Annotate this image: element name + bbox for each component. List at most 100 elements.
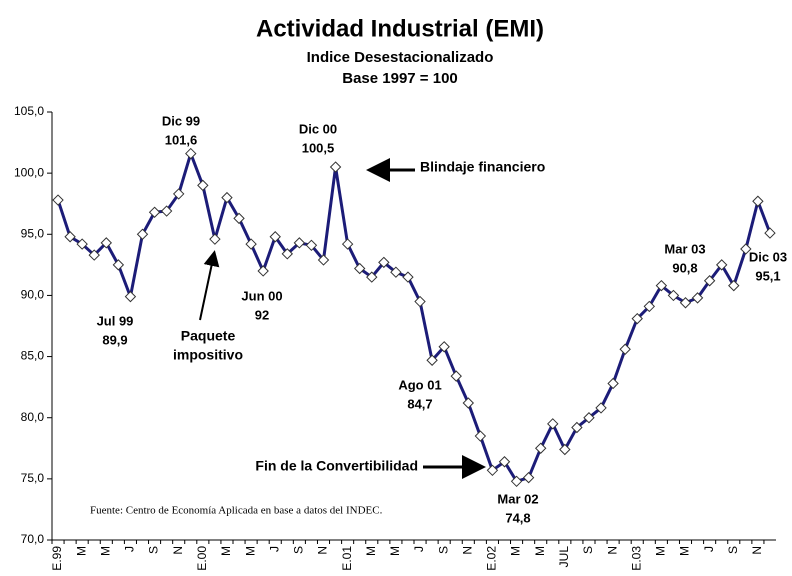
data-marker: [185, 147, 197, 160]
data-marker: [667, 289, 680, 302]
annotation: Dic 03: [749, 249, 787, 264]
data-marker: [64, 231, 76, 243]
data-marker: [378, 256, 390, 269]
x-tick-label: S: [581, 546, 595, 554]
data-marker: [474, 430, 487, 442]
x-tick-label: S: [147, 546, 161, 554]
data-marker: [317, 254, 330, 266]
y-tick-label: 75,0: [21, 471, 45, 485]
data-marker: [740, 243, 752, 255]
x-tick-label: M: [509, 546, 523, 556]
data-marker: [679, 297, 692, 309]
data-marker: [595, 402, 607, 414]
chart-subtitle: Indice Desestacionalizado: [307, 49, 494, 66]
x-tick-label: E.03: [629, 546, 643, 571]
x-tick-label: N: [750, 546, 764, 555]
data-marker: [715, 259, 728, 271]
x-tick-label: S: [726, 546, 740, 554]
y-tick-label: 95,0: [21, 226, 45, 240]
data-marker: [52, 194, 64, 206]
data-marker: [571, 421, 583, 434]
data-marker: [172, 188, 185, 200]
x-tick-label: J: [123, 546, 137, 552]
annotation: Mar 03: [664, 241, 705, 256]
x-tick-label: E.99: [50, 546, 64, 571]
x-tick-label: JUL: [557, 546, 571, 568]
annotation: 100,5: [302, 140, 335, 155]
annotation: Mar 02: [497, 491, 538, 506]
y-tick-label: 70,0: [21, 532, 45, 546]
x-tick-label: M: [74, 546, 88, 556]
data-marker: [88, 249, 100, 261]
data-marker: [100, 237, 113, 249]
x-tick-label: J: [412, 546, 426, 552]
x-tick-label: J: [702, 546, 716, 552]
x-tick-label: S: [436, 546, 450, 554]
annotation: 74,8: [505, 510, 530, 525]
annotation: Paquete: [181, 328, 236, 344]
arrow: [199, 250, 220, 321]
annotation: Jun 00: [241, 288, 282, 303]
data-marker: [450, 370, 462, 382]
data-marker: [728, 279, 740, 292]
data-marker: [414, 295, 426, 308]
x-tick-label: M: [533, 546, 547, 556]
annotation: 101,6: [165, 132, 198, 147]
data-line: [56, 152, 772, 483]
data-marker: [607, 377, 619, 390]
annotation: 92: [255, 307, 269, 322]
source-note: Fuente: Centro de Economía Aplicada en b…: [90, 505, 383, 517]
data-marker: [438, 341, 450, 353]
data-marker: [341, 238, 354, 250]
x-tick-label: N: [605, 546, 619, 555]
x-tick-label: E.01: [340, 546, 354, 571]
x-tick-label: N: [460, 546, 474, 555]
y-tick-label: 80,0: [21, 410, 45, 424]
data-marker: [534, 442, 547, 454]
y-tick-label: 100,0: [14, 165, 44, 179]
data-marker: [498, 456, 511, 468]
data-marker: [233, 212, 245, 225]
y-tick-label: 90,0: [21, 288, 45, 302]
data-marker: [390, 266, 402, 278]
x-tick-label: E.00: [195, 546, 209, 571]
data-marker: [643, 300, 656, 313]
data-marker: [764, 227, 776, 239]
data-marker: [547, 418, 559, 430]
data-marker: [366, 271, 378, 283]
y-tick-label: 85,0: [21, 349, 45, 363]
data-marker: [160, 205, 173, 217]
x-tick-label: J: [267, 546, 281, 552]
data-marker: [329, 161, 342, 173]
data-marker: [522, 471, 535, 484]
x-tick-label: M: [219, 546, 233, 556]
data-marker: [703, 275, 716, 287]
data-marker: [426, 354, 438, 366]
data-marker: [281, 248, 294, 260]
annotation: 95,1: [755, 268, 780, 283]
annotation: impositivo: [173, 347, 243, 363]
chart-subtitle: Base 1997 = 100: [342, 70, 458, 87]
x-tick-label: M: [98, 546, 112, 556]
data-marker: [209, 233, 221, 245]
data-marker: [752, 195, 764, 207]
annotation: Blindaje financiero: [420, 159, 545, 175]
x-tick-label: M: [678, 546, 692, 556]
data-marker: [257, 265, 269, 277]
annotation: 89,9: [102, 332, 127, 347]
x-tick-label: E.02: [485, 546, 499, 571]
data-marker: [631, 312, 643, 325]
x-tick-label: M: [654, 546, 668, 556]
data-marker: [691, 292, 704, 304]
data-marker: [293, 237, 306, 249]
x-tick-label: S: [292, 546, 306, 554]
data-marker: [305, 239, 318, 251]
data-marker: [124, 290, 137, 303]
data-marker: [462, 397, 475, 409]
data-marker: [486, 464, 499, 477]
annotation: Jul 99: [97, 313, 134, 328]
x-tick-label: M: [243, 546, 257, 556]
data-marker: [112, 259, 125, 271]
data-marker: [269, 231, 281, 243]
